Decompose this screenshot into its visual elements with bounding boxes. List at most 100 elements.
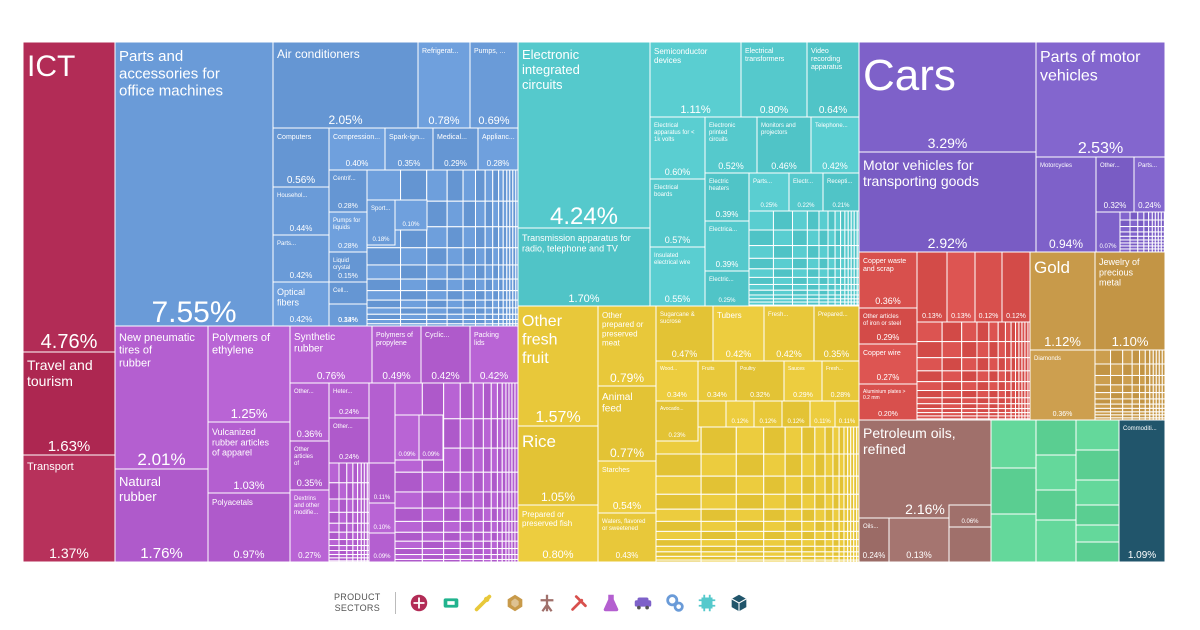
tail-tile[interactable] (655, 559, 702, 563)
tail-tile[interactable] (496, 507, 503, 522)
tile-machinery-7[interactable] (432, 127, 479, 171)
tail-tile[interactable] (1161, 374, 1166, 386)
tail-tile[interactable] (700, 559, 737, 563)
tail-tile[interactable] (763, 493, 786, 510)
tail-tile[interactable] (1143, 231, 1150, 237)
tail-tile[interactable] (748, 229, 774, 247)
tail-tile[interactable] (748, 294, 774, 300)
tail-tile[interactable] (700, 530, 737, 541)
tail-tile[interactable] (421, 507, 445, 522)
tail-tile[interactable] (840, 210, 846, 231)
tail-tile[interactable] (484, 247, 494, 266)
tail-tile[interactable] (827, 276, 836, 285)
tail-tile[interactable] (1094, 398, 1112, 405)
tail-tile[interactable] (976, 408, 990, 414)
tail-tile[interactable] (426, 290, 448, 301)
tile-machinery-5[interactable] (328, 127, 386, 171)
tail-tile[interactable] (784, 559, 803, 563)
tail-tile[interactable] (832, 555, 840, 561)
tail-tile[interactable] (338, 545, 348, 552)
tail-tile[interactable] (655, 453, 702, 477)
tail-tile[interactable] (328, 545, 340, 552)
tail-tile[interactable] (328, 498, 340, 513)
tail-tile[interactable] (482, 491, 492, 509)
tail-tile[interactable] (827, 245, 836, 259)
tail-tile[interactable] (1094, 374, 1112, 386)
tail-tile[interactable] (838, 508, 845, 522)
tail-tile[interactable] (814, 555, 826, 561)
tail-tile[interactable] (1015, 390, 1020, 399)
tail-tile[interactable] (814, 520, 826, 532)
tail-tile[interactable] (832, 530, 840, 541)
tail-tile[interactable] (459, 471, 474, 493)
tail-tile[interactable] (941, 390, 963, 399)
tail-tile[interactable] (838, 426, 845, 455)
tail-tile[interactable] (976, 397, 990, 405)
tail-tile[interactable] (834, 268, 842, 278)
tail-tile[interactable] (806, 283, 820, 291)
tail-tile[interactable] (1148, 226, 1153, 233)
tile-vehicles-2[interactable] (1035, 41, 1166, 158)
tail-tile[interactable] (1010, 403, 1017, 410)
tail-tile[interactable] (472, 471, 484, 493)
tail-tile[interactable] (462, 169, 476, 202)
tile-electronics-13[interactable] (704, 270, 750, 307)
tail-tile[interactable] (700, 545, 737, 553)
tail-tile[interactable] (840, 229, 846, 247)
tail-tile[interactable] (818, 229, 829, 247)
tail-tile[interactable] (490, 491, 498, 509)
tail-tile[interactable] (474, 200, 486, 228)
tail-tile[interactable] (421, 554, 445, 560)
tail-tile[interactable] (735, 539, 765, 547)
tail-tile[interactable] (844, 276, 849, 285)
tail-tile[interactable] (806, 268, 820, 278)
tail-tile[interactable] (462, 278, 476, 292)
tail-tile[interactable] (1131, 374, 1141, 386)
tail-tile[interactable] (490, 471, 498, 493)
tail-tile[interactable] (1094, 392, 1112, 400)
vehicles-icon[interactable] (630, 590, 656, 616)
tail-tile[interactable] (1122, 392, 1133, 400)
tail-tile[interactable] (1119, 226, 1131, 233)
tile-machinery-14[interactable] (272, 281, 330, 327)
tail-tile[interactable] (840, 257, 846, 270)
tail-tile[interactable] (502, 313, 508, 321)
tail-tile[interactable] (338, 522, 348, 533)
tail-tile[interactable] (988, 390, 999, 399)
tail-tile[interactable] (1144, 407, 1151, 413)
tail-tile[interactable] (772, 245, 794, 259)
tail-tile[interactable] (472, 491, 484, 509)
tail-tile[interactable] (443, 554, 461, 560)
tail-tile[interactable] (1131, 407, 1141, 413)
tail-tile[interactable] (792, 283, 808, 291)
tail-tile[interactable] (838, 493, 845, 510)
tail-tile[interactable] (496, 491, 503, 509)
tail-tile[interactable] (824, 520, 834, 532)
tile-agriculture-3[interactable] (597, 305, 657, 387)
tail-tile[interactable] (443, 520, 461, 533)
tail-tile[interactable] (501, 507, 507, 522)
tile-chemicals-0[interactable] (114, 325, 209, 470)
textile-tile[interactable] (990, 467, 1037, 515)
tail-tile[interactable] (443, 548, 461, 556)
tile-electronics-6[interactable] (704, 116, 758, 174)
tail-tile[interactable] (763, 520, 786, 532)
tail-tile[interactable] (1004, 403, 1012, 410)
tile-minerals-3[interactable] (948, 504, 992, 528)
tail-tile[interactable] (1149, 392, 1154, 400)
tail-tile[interactable] (916, 357, 943, 372)
tail-tile[interactable] (735, 559, 765, 563)
tail-tile[interactable] (1010, 397, 1017, 405)
tail-tile[interactable] (459, 540, 474, 550)
tail-tile[interactable] (394, 382, 423, 420)
tail-tile[interactable] (462, 290, 476, 301)
tail-tile[interactable] (1137, 235, 1145, 241)
tail-tile[interactable] (496, 554, 503, 560)
tail-tile[interactable] (1004, 390, 1012, 399)
tail-tile[interactable] (834, 276, 842, 285)
tail-tile[interactable] (1148, 235, 1153, 241)
tile-machinery-12[interactable] (272, 234, 330, 283)
tail-tile[interactable] (1110, 403, 1124, 409)
tail-tile[interactable] (482, 548, 492, 556)
tail-tile[interactable] (834, 294, 842, 300)
